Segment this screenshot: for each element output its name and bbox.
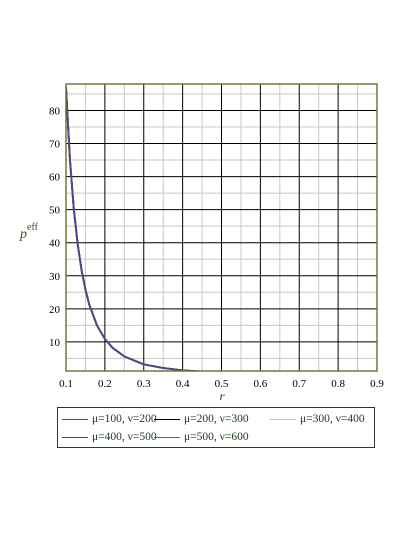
legend-label: μ=400, ν=500 (92, 431, 157, 443)
legend-label: μ=300, ν=400 (300, 413, 365, 425)
legend-label: μ=500, ν=600 (184, 431, 249, 443)
legend-item: μ=300, ν=400 (270, 411, 374, 427)
legend-swatch (154, 436, 180, 438)
x-tick-label: 0.3 (137, 378, 151, 390)
legend-item: μ=200, ν=300 (154, 411, 270, 427)
legend-item: μ=400, ν=500 (62, 429, 157, 445)
y-tick-label: 70 (49, 139, 61, 151)
y-tick-label: 60 (49, 172, 61, 184)
x-tick-label: 0.4 (176, 378, 190, 390)
legend-swatch (154, 418, 180, 420)
chart: 0.1 0.2 0.3 0.4 0.5 0.6 0.7 0.8 0.9 10 20 30 40 50 60 7… (19, 83, 384, 400)
y-tick-label: 10 (49, 337, 61, 349)
legend-item: μ=100, ν=200 (62, 411, 157, 427)
x-axis-label: r (219, 390, 225, 400)
x-tick-label: 0.1 (59, 378, 73, 390)
legend-swatch (62, 418, 88, 420)
x-tick-label: 0.7 (292, 378, 306, 390)
legend-swatch (270, 418, 296, 420)
x-tick-label: 0.9 (370, 378, 384, 390)
y-tick-label: 30 (49, 271, 61, 283)
legend-label: μ=100, ν=200 (92, 413, 157, 425)
x-tick-label: 0.6 (254, 378, 268, 390)
y-tick-label: 50 (49, 205, 61, 217)
series-layer (66, 87, 208, 371)
series-line-5 (66, 87, 208, 371)
y-axis-label: peff (19, 222, 39, 242)
x-tick-label: 0.5 (215, 378, 229, 390)
grid (65, 84, 378, 371)
legend-swatch (62, 436, 88, 438)
y-tick-label: 40 (49, 238, 61, 250)
y-tick-label: 80 (49, 105, 61, 117)
tick-labels: 0.1 0.2 0.3 0.4 0.5 0.6 0.7 0.8 0.9 10 20 30 40 50 60 7… (49, 105, 384, 390)
plot-frame (65, 83, 378, 372)
x-tick-label: 0.8 (331, 378, 345, 390)
x-tick-label: 0.2 (98, 378, 112, 390)
y-tick-label: 20 (49, 304, 61, 316)
legend-item: μ=500, ν=600 (154, 429, 270, 445)
legend: μ=100, ν=200 μ=200, ν=300 μ=300, ν=400 μ=40… (57, 407, 375, 448)
legend-label: μ=200, ν=300 (184, 413, 249, 425)
